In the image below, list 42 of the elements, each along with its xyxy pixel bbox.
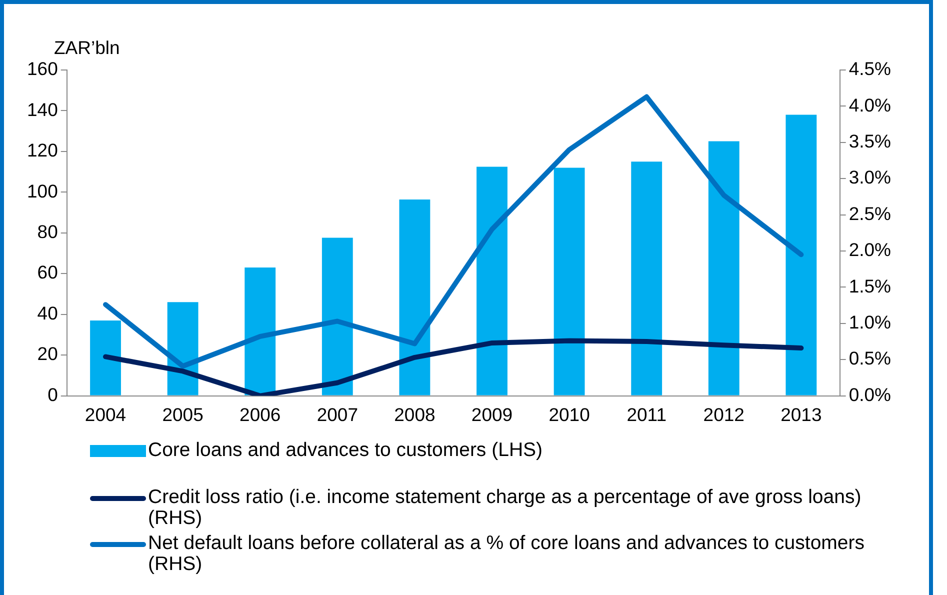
y2-tick-label: 3.5% xyxy=(848,130,892,152)
x-tick-label: 2012 xyxy=(703,404,744,425)
legend-label: Credit loss ratio (i.e. income statement charge as a percentage of ave gross loans) (RHS) xyxy=(148,486,862,529)
legend-label: Core loans and advances to customers (LHS) xyxy=(148,439,543,461)
y2-tick-label: 1.0% xyxy=(848,311,892,332)
bar xyxy=(786,114,817,396)
bar xyxy=(708,141,740,396)
y2-tick-label: 2.5% xyxy=(848,202,892,224)
bar xyxy=(631,162,662,396)
bar xyxy=(554,168,585,396)
bar xyxy=(399,200,430,396)
y-tick-label: 20 xyxy=(37,343,58,364)
x-tick-label: 2011 xyxy=(626,404,666,425)
y2-tick-label: 4.5% xyxy=(848,58,892,80)
y2-tick-label: 4.0% xyxy=(848,94,892,116)
y-axis-title: ZAR’bln xyxy=(54,36,120,58)
y-tick-label: 100 xyxy=(26,180,58,202)
x-tick-label: 2004 xyxy=(84,404,126,425)
bar xyxy=(244,268,276,396)
x-tick-label: 2010 xyxy=(548,404,590,425)
y-tick-label: 160 xyxy=(26,58,58,80)
bar xyxy=(476,166,508,396)
y-tick-label: 40 xyxy=(37,302,58,324)
x-tick-label: 2006 xyxy=(240,404,281,425)
x-tick-label: 2008 xyxy=(394,404,436,425)
y-tick-label: 0 xyxy=(48,384,58,405)
y2-tick-label: 0.5% xyxy=(848,348,892,369)
x-tick-label: 2007 xyxy=(316,404,358,425)
bar xyxy=(90,320,121,396)
y2-tick-label: 2.0% xyxy=(848,239,892,260)
y-tick-label: 120 xyxy=(26,140,58,161)
y2-tick-label: 1.5% xyxy=(848,275,892,296)
x-tick-label: 2013 xyxy=(780,404,822,425)
y2-tick-label: 0.0% xyxy=(848,384,892,405)
bar xyxy=(322,238,353,396)
y2-tick-label: 3.0% xyxy=(848,166,892,188)
x-tick-label: 2009 xyxy=(471,404,513,425)
y-tick-label: 80 xyxy=(37,220,58,242)
y-tick-label: 60 xyxy=(37,262,58,283)
y-tick-label: 140 xyxy=(26,98,58,120)
x-tick-label: 2005 xyxy=(162,404,204,425)
legend-label: Net default loans before collateral as a % of core loans and advances to customers (RHS) xyxy=(148,532,866,575)
